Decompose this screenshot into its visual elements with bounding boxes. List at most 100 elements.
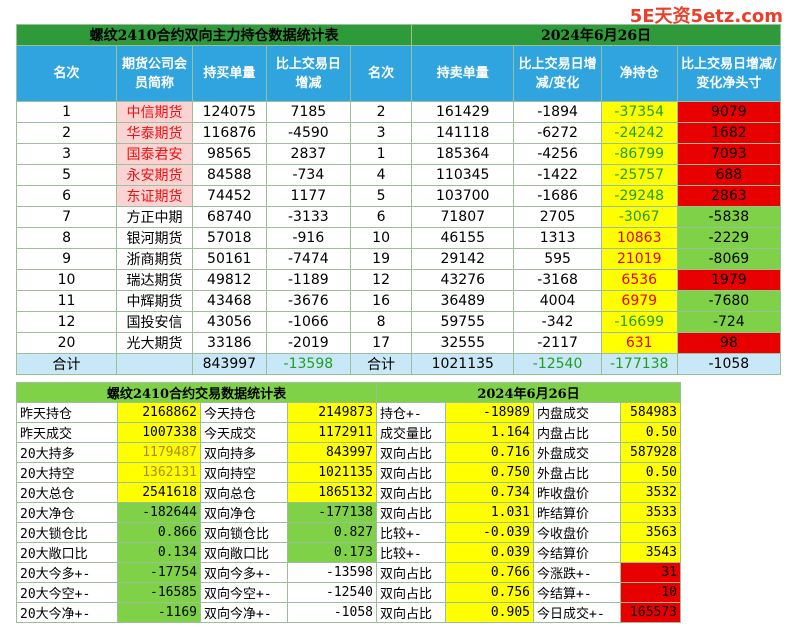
row-value: 0.734 <box>445 482 534 503</box>
row-label: 20大总仓 <box>16 482 118 503</box>
row-value: 0.866 <box>117 522 201 543</box>
total-row: 合计 843997 -13598 合计 1021135 -12540 -1771… <box>15 353 782 375</box>
cell-sell-chg: -342 <box>513 311 602 333</box>
row-value: 0.750 <box>445 462 534 483</box>
cell-buy-chg: -4590 <box>265 122 352 144</box>
cell-name: 东证期货 <box>116 185 193 207</box>
row-value: 0.766 <box>445 562 534 583</box>
cell-net: 631 <box>600 332 678 354</box>
cell-rank-sell: 2 <box>349 101 413 123</box>
cell-net: -25757 <box>600 164 678 186</box>
cell-buy-chg: -1066 <box>265 311 352 333</box>
cell-sell-chg: -2117 <box>513 332 602 354</box>
total-sell-change: -12540 <box>513 353 602 375</box>
row-label: 成交量比 <box>376 422 446 443</box>
row-value: 1172911 <box>287 422 377 443</box>
row-label: 今天持仓 <box>200 402 288 423</box>
table-row: 2 华泰期货 116876 -4590 3 141118 -6272 -24242 1682 <box>15 122 782 144</box>
cell-rank-sell: 8 <box>349 311 413 333</box>
cell-rank-sell: 19 <box>349 248 413 270</box>
cell-sell: 141118 <box>411 122 515 144</box>
trading-table-title: 螺纹2410合约交易数据统计表 <box>16 382 377 403</box>
cell-net: 6979 <box>600 290 678 312</box>
cell-net: -86799 <box>600 143 678 165</box>
row-label: 双向持空 <box>200 462 288 483</box>
cell-net-chg: 2863 <box>676 185 782 207</box>
row-value: 1007338 <box>117 422 201 443</box>
cell-sell: 103700 <box>411 185 515 207</box>
cell-sell-chg: -4256 <box>513 143 602 165</box>
cell-buy: 68740 <box>191 206 267 228</box>
row-value: -1169 <box>117 602 201 623</box>
cell-buy-chg: -3133 <box>265 206 352 228</box>
row-label: 今天成交 <box>200 422 288 443</box>
row-label: 双向今空+- <box>200 582 288 603</box>
table-row: 20大总仓 2541618 双向总仓 1865132 双向占比 0.734 昨收盘价 3532 <box>16 482 682 503</box>
row-value: -0.039 <box>445 522 534 543</box>
cell-name: 中辉期货 <box>116 290 193 312</box>
cell-net: -29248 <box>600 185 678 207</box>
cell-net: 21019 <box>600 248 678 270</box>
total-label-2: 合计 <box>349 353 413 375</box>
watermark: 5E天资5etz.com <box>629 6 783 27</box>
position-table: 螺纹2410合约双向主力持仓数据统计表 2024年6月26日 名次 期货公司会员简… <box>15 24 782 375</box>
cell-net-chg: 7093 <box>676 143 782 165</box>
table-row: 1 中信期货 124075 7185 2 161429 -1894 -37354 9079 <box>15 101 782 123</box>
row-value: 0.716 <box>445 442 534 463</box>
trading-table-title-row: 螺纹2410合约交易数据统计表 2024年6月26日 <box>16 382 682 403</box>
row-value: 843997 <box>287 442 377 463</box>
cell-buy-chg: -3676 <box>265 290 352 312</box>
cell-net: -37354 <box>600 101 678 123</box>
table-row: 20大锁仓比 0.866 双向锁仓比 0.827 比较+- -0.039 今收盘价 3563 <box>16 522 682 543</box>
row-label: 比较+- <box>376 542 446 563</box>
cell-name: 中信期货 <box>116 101 193 123</box>
cell-net-chg: 1979 <box>676 269 782 291</box>
cell-net: 10863 <box>600 227 678 249</box>
row-value: 0.173 <box>287 542 377 563</box>
cell-net-chg: 688 <box>676 164 782 186</box>
table-row: 9 浙商期货 50161 -7474 19 29142 595 21019 -8069 <box>15 248 782 270</box>
cell-net: 6536 <box>600 269 678 291</box>
cell-net-chg: -7680 <box>676 290 782 312</box>
row-label: 双向占比 <box>376 482 446 503</box>
header-cell: 名次 <box>349 45 413 102</box>
cell-rank-sell: 12 <box>349 269 413 291</box>
table-row: 7 方正中期 68740 -3133 6 71807 2705 -3067 -5838 <box>15 206 782 228</box>
trading-table: 螺纹2410合约交易数据统计表 2024年6月26日 昨天持仓 2168862 今天… <box>16 382 682 623</box>
cell-buy: 98565 <box>191 143 267 165</box>
cell-buy: 57018 <box>191 227 267 249</box>
cell-name: 瑞达期货 <box>116 269 193 291</box>
header-cell: 期货公司会员简称 <box>116 45 193 102</box>
row-value: 0.905 <box>445 602 534 623</box>
cell-name: 华泰期货 <box>116 122 193 144</box>
row-label: 双向占比 <box>376 602 446 623</box>
cell-sell-chg: 595 <box>513 248 602 270</box>
cell-name: 永安期货 <box>116 164 193 186</box>
cell-sell: 43276 <box>411 269 515 291</box>
row-value: 0.134 <box>117 542 201 563</box>
cell-buy: 33186 <box>191 332 267 354</box>
table-row: 5 永安期货 84588 -734 4 110345 -1422 -25757 688 <box>15 164 782 186</box>
row-label: 双向今多+- <box>200 562 288 583</box>
row-label: 20大净仓 <box>16 502 118 523</box>
position-table-title: 螺纹2410合约双向主力持仓数据统计表 <box>15 24 413 46</box>
cell-sell-chg: -1422 <box>513 164 602 186</box>
row-label: 双向占比 <box>376 462 446 483</box>
cell-net-chg: 98 <box>676 332 782 354</box>
row-value: 10 <box>619 582 682 603</box>
total-buy: 843997 <box>191 353 267 375</box>
cell-sell-chg: -3168 <box>513 269 602 291</box>
row-label: 今收盘价 <box>533 522 621 543</box>
row-value: 2541618 <box>117 482 201 503</box>
table-row: 10 瑞达期货 49812 -1189 12 43276 -3168 6536 1979 <box>15 269 782 291</box>
cell-rank-buy: 1 <box>15 101 118 123</box>
row-label: 双向占比 <box>376 562 446 583</box>
table-row: 20大今净+- -1169 双向今净+- -1058 双向占比 0.905 今日成交+- 16… <box>16 602 682 623</box>
cell-rank-sell: 6 <box>349 206 413 228</box>
row-label: 20大锁仓比 <box>16 522 118 543</box>
header-cell: 比上交易日增减 <box>265 45 352 102</box>
row-label: 20大持空 <box>16 462 118 483</box>
total-net-change: -1058 <box>676 353 782 375</box>
header-cell: 比上交易日增减/变化 <box>513 45 602 102</box>
cell-rank-sell: 1 <box>349 143 413 165</box>
